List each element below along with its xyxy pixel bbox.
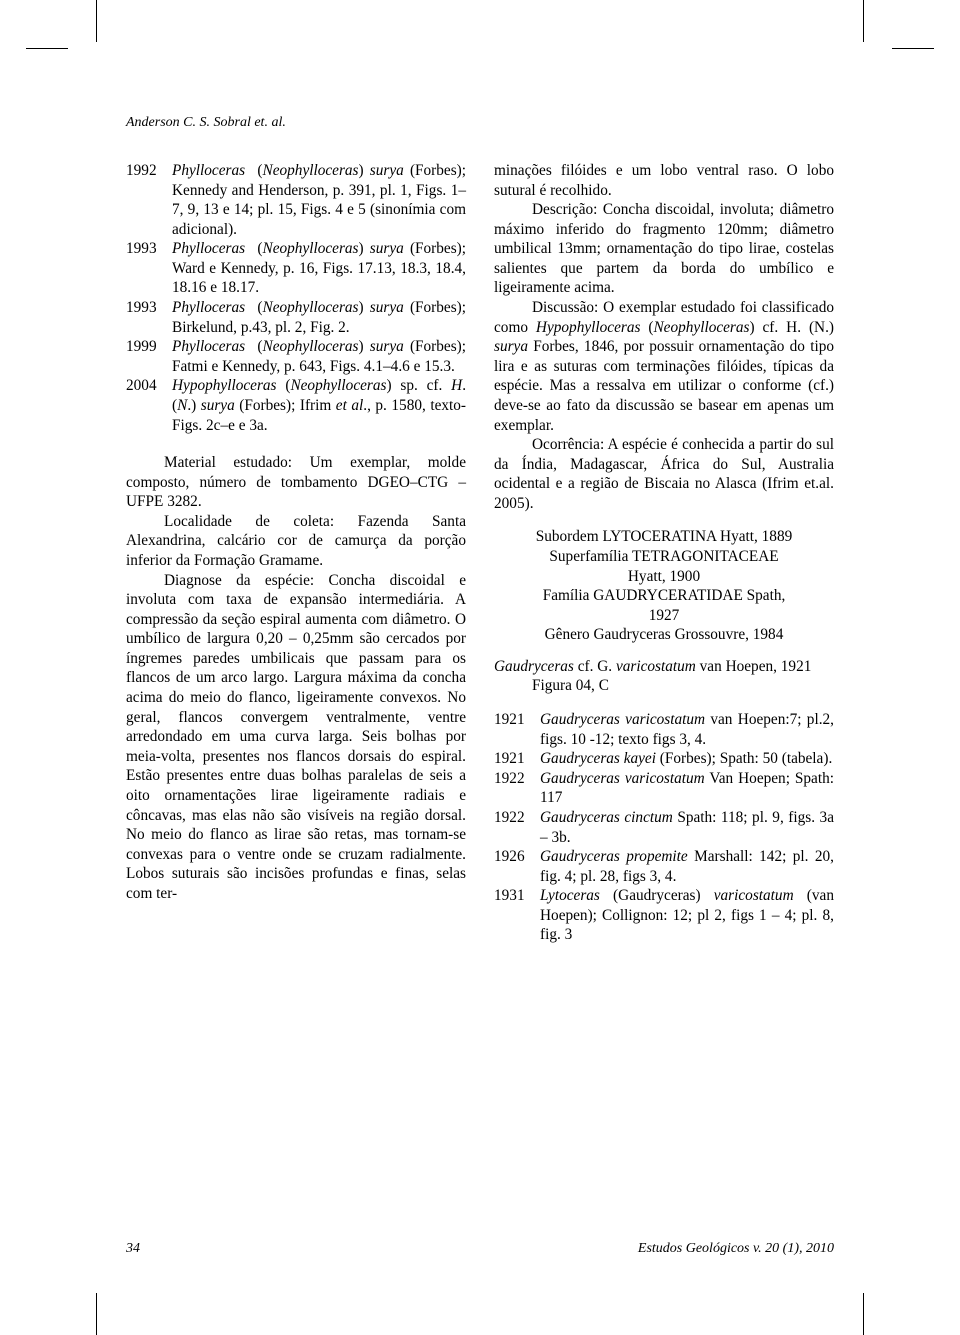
reference-year: 2004 bbox=[126, 376, 172, 435]
reference-text: Phylloceras (Neophylloceras) surya (Forb… bbox=[172, 161, 466, 239]
reference-entry: 1926Gaudryceras propemite Marshall: 142;… bbox=[494, 847, 834, 886]
taxonomy-block: Subordem LYTOCERATINA Hyatt, 1889 Superf… bbox=[494, 527, 834, 644]
reference-entry: 1999Phylloceras (Neophylloceras) surya (… bbox=[126, 337, 466, 376]
occurrence-paragraph: Ocorrência: A espécie é conhecida a part… bbox=[494, 435, 834, 513]
reference-year: 1931 bbox=[494, 886, 540, 945]
reference-text: Lytoceras (Gaudryceras) varicostatum (va… bbox=[540, 886, 834, 945]
synonymy-list: 1921Gaudryceras varicostatum van Hoepen:… bbox=[494, 710, 834, 945]
reference-year: 1922 bbox=[494, 808, 540, 847]
page-footer: 34 Estudos Geológicos v. 20 (1), 2010 bbox=[126, 1241, 834, 1257]
tax-line: Hyatt, 1900 bbox=[494, 567, 834, 587]
crop-mark bbox=[96, 0, 97, 42]
figure-reference: Figura 04, C bbox=[494, 676, 834, 696]
crop-mark bbox=[863, 0, 864, 42]
reference-text: Phylloceras (Neophylloceras) surya (Forb… bbox=[172, 337, 466, 376]
reference-text: Hypophylloceras (Neophylloceras) sp. cf.… bbox=[172, 376, 466, 435]
reference-entry: 1921Gaudryceras varicostatum van Hoepen:… bbox=[494, 710, 834, 749]
description-paragraph: Descrição: Concha discoidal, involuta; d… bbox=[494, 200, 834, 298]
reference-text: Gaudryceras kayei (Forbes); Spath: 50 (t… bbox=[540, 749, 834, 769]
page-number: 34 bbox=[126, 1241, 140, 1257]
reference-entry: 1922Gaudryceras varicostatum Van Hoepen;… bbox=[494, 769, 834, 808]
page-content: Anderson C. S. Sobral et. al. 1992Phyllo… bbox=[126, 115, 834, 945]
column-right: minações filóides e um lobo ventral raso… bbox=[494, 161, 834, 945]
species-name: Gaudryceras cf. G. varicostatum van Hoep… bbox=[494, 657, 834, 677]
locality-paragraph: Localidade de coleta: Fazenda Santa Alex… bbox=[126, 512, 466, 571]
reference-entry: 1992Phylloceras (Neophylloceras) surya (… bbox=[126, 161, 466, 239]
tax-line: Subordem LYTOCERATINA Hyatt, 1889 bbox=[494, 527, 834, 547]
tax-line: Família GAUDRYCERATIDAE Spath, bbox=[494, 586, 834, 606]
continuation-paragraph: minações filóides e um lobo ventral raso… bbox=[494, 161, 834, 200]
tax-line: Superfamília TETRAGONITACEAE bbox=[494, 547, 834, 567]
running-head: Anderson C. S. Sobral et. al. bbox=[126, 115, 834, 131]
column-left: 1992Phylloceras (Neophylloceras) surya (… bbox=[126, 161, 466, 945]
material-paragraph: Material estudado: Um exemplar, molde co… bbox=[126, 453, 466, 512]
reference-text: Phylloceras (Neophylloceras) surya (Forb… bbox=[172, 239, 466, 298]
journal-citation: Estudos Geológicos v. 20 (1), 2010 bbox=[638, 1241, 834, 1257]
discussion-paragraph: Discussão: O exemplar estudado foi class… bbox=[494, 298, 834, 435]
material-block: Material estudado: Um exemplar, molde co… bbox=[126, 453, 466, 903]
crop-mark bbox=[26, 48, 68, 49]
reference-year: 1993 bbox=[126, 239, 172, 298]
reference-entry: 2004Hypophylloceras (Neophylloceras) sp.… bbox=[126, 376, 466, 435]
reference-year: 1993 bbox=[126, 298, 172, 337]
reference-entry: 1993Phylloceras (Neophylloceras) surya (… bbox=[126, 298, 466, 337]
reference-entry: 1993Phylloceras (Neophylloceras) surya (… bbox=[126, 239, 466, 298]
reference-text: Phylloceras (Neophylloceras) surya (Forb… bbox=[172, 298, 466, 337]
reference-entry: 1921Gaudryceras kayei (Forbes); Spath: 5… bbox=[494, 749, 834, 769]
reference-year: 1921 bbox=[494, 710, 540, 749]
two-column-layout: 1992Phylloceras (Neophylloceras) surya (… bbox=[126, 161, 834, 945]
tax-line: 1927 bbox=[494, 606, 834, 626]
synonymy-list: 1992Phylloceras (Neophylloceras) surya (… bbox=[126, 161, 466, 435]
reference-year: 1922 bbox=[494, 769, 540, 808]
reference-year: 1926 bbox=[494, 847, 540, 886]
reference-year: 1999 bbox=[126, 337, 172, 376]
reference-text: Gaudryceras varicostatum van Hoepen:7; p… bbox=[540, 710, 834, 749]
reference-year: 1921 bbox=[494, 749, 540, 769]
reference-entry: 1922Gaudryceras cinctum Spath: 118; pl. … bbox=[494, 808, 834, 847]
crop-mark bbox=[96, 1293, 97, 1335]
species-heading: Gaudryceras cf. G. varicostatum van Hoep… bbox=[494, 657, 834, 696]
reference-text: Gaudryceras cinctum Spath: 118; pl. 9, f… bbox=[540, 808, 834, 847]
diagnosis-paragraph: Diagnose da espécie: Concha discoidal e … bbox=[126, 571, 466, 904]
reference-year: 1992 bbox=[126, 161, 172, 239]
reference-entry: 1931Lytoceras (Gaudryceras) varicostatum… bbox=[494, 886, 834, 945]
crop-mark bbox=[863, 1293, 864, 1335]
tax-line: Gênero Gaudryceras Grossouvre, 1984 bbox=[494, 625, 834, 645]
reference-text: Gaudryceras propemite Marshall: 142; pl.… bbox=[540, 847, 834, 886]
reference-text: Gaudryceras varicostatum Van Hoepen; Spa… bbox=[540, 769, 834, 808]
crop-mark bbox=[892, 48, 934, 49]
